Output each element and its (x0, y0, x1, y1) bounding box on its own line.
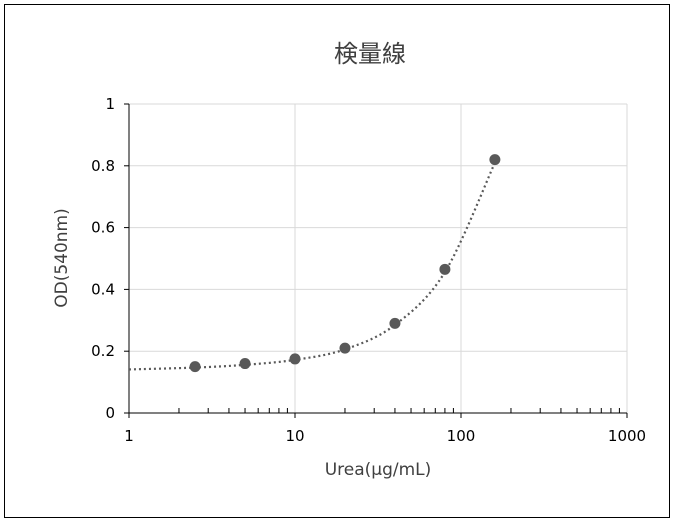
data-points (189, 154, 501, 373)
data-point (189, 361, 201, 373)
y-tick-label: 1 (105, 95, 115, 113)
x-tick-label: 1 (124, 427, 134, 445)
chart-title: 検量線 (334, 40, 406, 68)
y-axis-title: OD(540nm) (52, 208, 72, 308)
y-tick-label: 0.8 (91, 157, 115, 175)
y-tick-label: 0 (105, 404, 115, 422)
data-point (489, 154, 501, 166)
x-tick-label: 100 (447, 427, 476, 445)
trendline (128, 162, 496, 371)
x-axis-title: Urea(μg/mL) (325, 460, 432, 480)
y-tick-label: 0.4 (91, 280, 115, 298)
grid (129, 103, 628, 413)
y-tick-labels: 0 0.2 0.4 0.6 0.8 1 (91, 95, 115, 422)
x-tick-label: 1000 (608, 427, 646, 445)
data-point (439, 263, 451, 275)
chart-frame (4, 4, 670, 518)
data-point (339, 342, 351, 354)
data-point (289, 353, 301, 365)
x-tick-label: 10 (285, 427, 304, 445)
data-point (389, 317, 401, 329)
y-tick-label: 0.2 (91, 342, 115, 360)
y-tick-label: 0.6 (91, 219, 115, 237)
axes (124, 103, 628, 418)
x-tick-labels: 1 10 100 1000 (124, 427, 646, 445)
data-point (239, 358, 251, 370)
